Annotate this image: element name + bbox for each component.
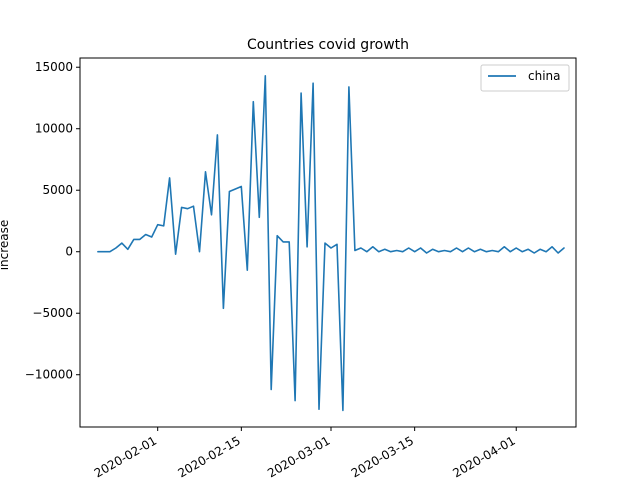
y-tick-label: 5000 [42,183,73,197]
plot-area-frame [79,57,577,428]
series-line-china [97,75,565,412]
x-tick-label: 2020-03-15 [349,433,416,480]
y-tick-label: −5000 [32,306,73,320]
legend-box [480,64,570,92]
x-tick-label: 2020-02-15 [175,433,242,480]
x-tick-label: 2020-02-01 [92,433,159,480]
y-tick-label: 10000 [35,122,73,136]
y-axis-label: increase [0,220,11,271]
x-tick-label: 2020-03-01 [265,433,332,480]
y-tick-label: 0 [65,245,73,259]
y-tick-label: −10000 [25,368,73,382]
legend: china [480,64,570,92]
chart-title: Countries covid growth [247,37,409,53]
x-tick-label: 2020-04-01 [450,433,517,480]
legend-label-china: china [528,69,561,83]
y-tick-label: 15000 [35,60,73,74]
